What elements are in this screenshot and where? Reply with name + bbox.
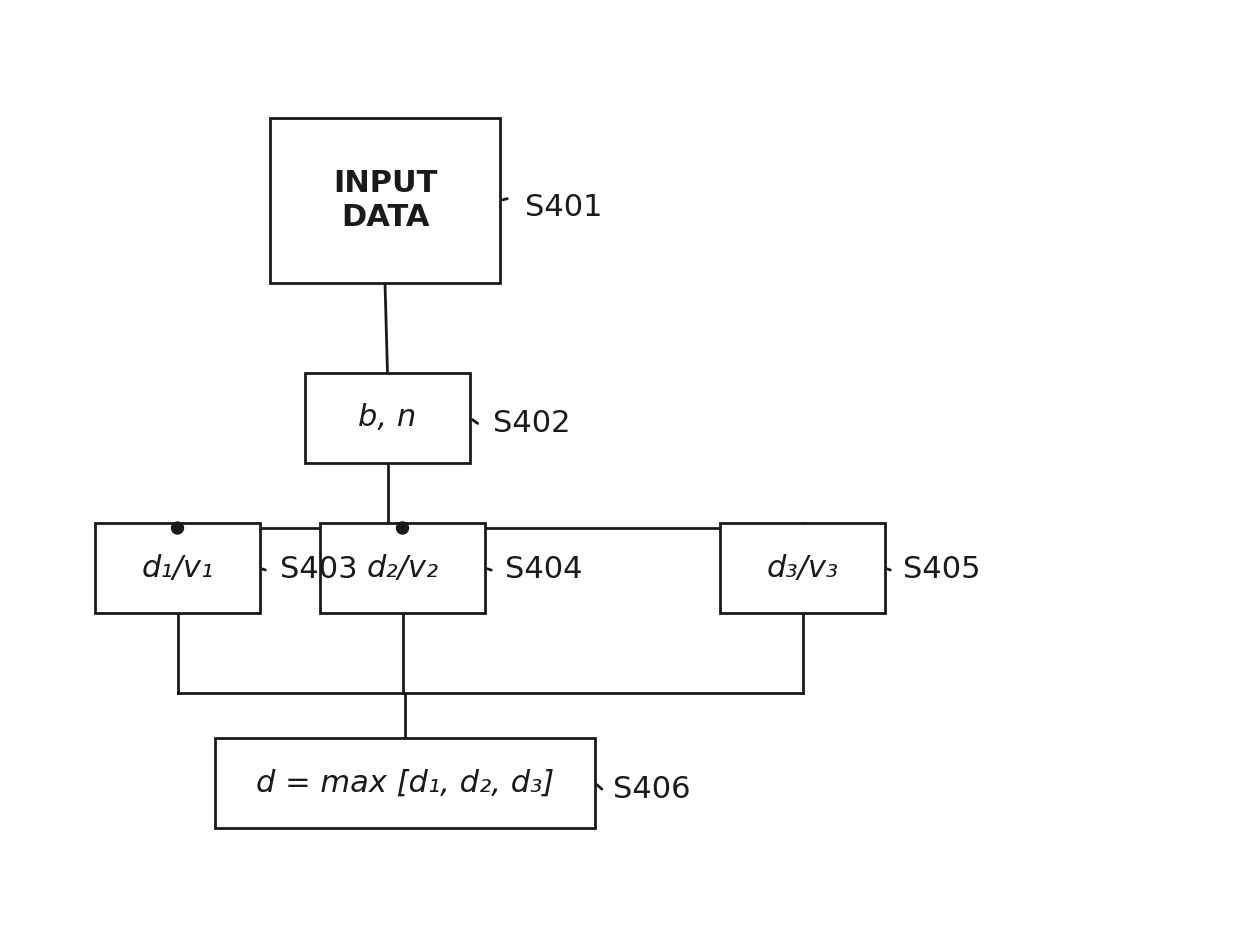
Bar — [215, 738, 595, 828]
Text: S405: S405 — [903, 555, 981, 585]
Text: S403: S403 — [280, 555, 357, 585]
Text: d₃/v₃: d₃/v₃ — [766, 554, 838, 583]
Bar — [95, 523, 260, 613]
Text: S402: S402 — [494, 408, 570, 438]
Bar — [270, 118, 500, 283]
Text: INPUT
DATA: INPUT DATA — [332, 169, 438, 232]
Text: d₁/v₁: d₁/v₁ — [141, 554, 213, 583]
Circle shape — [397, 522, 408, 534]
Circle shape — [171, 522, 184, 534]
Bar — [320, 523, 485, 613]
Text: S404: S404 — [505, 555, 583, 585]
Text: S401: S401 — [525, 193, 603, 223]
Bar — [720, 523, 885, 613]
Text: b, n: b, n — [358, 404, 417, 433]
Text: S406: S406 — [613, 775, 691, 804]
Text: d₂/v₂: d₂/v₂ — [367, 554, 439, 583]
Bar — [305, 373, 470, 463]
Text: d = max [d₁, d₂, d₃]: d = max [d₁, d₂, d₃] — [255, 769, 554, 798]
